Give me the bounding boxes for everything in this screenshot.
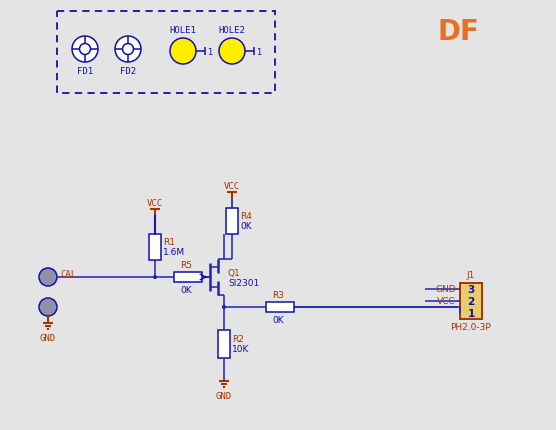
Circle shape xyxy=(219,39,245,65)
Text: VCC: VCC xyxy=(438,297,456,306)
Text: PH2.0-3P: PH2.0-3P xyxy=(450,322,492,331)
Bar xyxy=(266,302,294,312)
Bar xyxy=(218,330,230,358)
Text: Q1: Q1 xyxy=(228,269,241,278)
Text: 10K: 10K xyxy=(232,345,250,354)
Bar xyxy=(149,234,161,261)
Text: J1: J1 xyxy=(467,270,475,280)
Bar xyxy=(174,272,202,283)
Text: VCC: VCC xyxy=(224,181,240,190)
Circle shape xyxy=(115,37,141,63)
Text: CAL: CAL xyxy=(60,270,76,279)
Text: 1.6M: 1.6M xyxy=(163,248,185,257)
Circle shape xyxy=(72,37,98,63)
Text: VCC: VCC xyxy=(147,199,163,208)
Text: R3: R3 xyxy=(272,290,284,299)
Text: 0K: 0K xyxy=(240,222,252,231)
Circle shape xyxy=(39,268,57,286)
Text: 1: 1 xyxy=(256,47,261,56)
Text: R2: R2 xyxy=(232,335,244,344)
Text: GND: GND xyxy=(216,391,232,400)
Circle shape xyxy=(80,44,91,55)
Circle shape xyxy=(222,305,226,309)
Text: DF: DF xyxy=(438,18,480,46)
Text: 0K: 0K xyxy=(180,286,192,294)
Circle shape xyxy=(39,298,57,316)
Text: HOLE1: HOLE1 xyxy=(170,26,196,35)
Text: 1: 1 xyxy=(468,308,475,318)
Text: SI2301: SI2301 xyxy=(228,279,259,288)
Text: FD1: FD1 xyxy=(77,67,93,76)
Text: 0K: 0K xyxy=(272,315,284,324)
Text: 1: 1 xyxy=(207,47,212,56)
Bar xyxy=(460,283,482,319)
Text: 3: 3 xyxy=(468,284,475,294)
Text: R4: R4 xyxy=(240,212,252,221)
Text: R1: R1 xyxy=(163,238,175,247)
Text: R5: R5 xyxy=(180,261,192,269)
Circle shape xyxy=(170,39,196,65)
Circle shape xyxy=(122,44,133,55)
Text: GND: GND xyxy=(435,285,456,294)
Text: GND: GND xyxy=(40,333,56,342)
Circle shape xyxy=(153,275,157,280)
Bar xyxy=(226,209,238,234)
Text: HOLE2: HOLE2 xyxy=(219,26,245,35)
Text: 2: 2 xyxy=(468,296,475,306)
Text: FD2: FD2 xyxy=(120,67,136,76)
